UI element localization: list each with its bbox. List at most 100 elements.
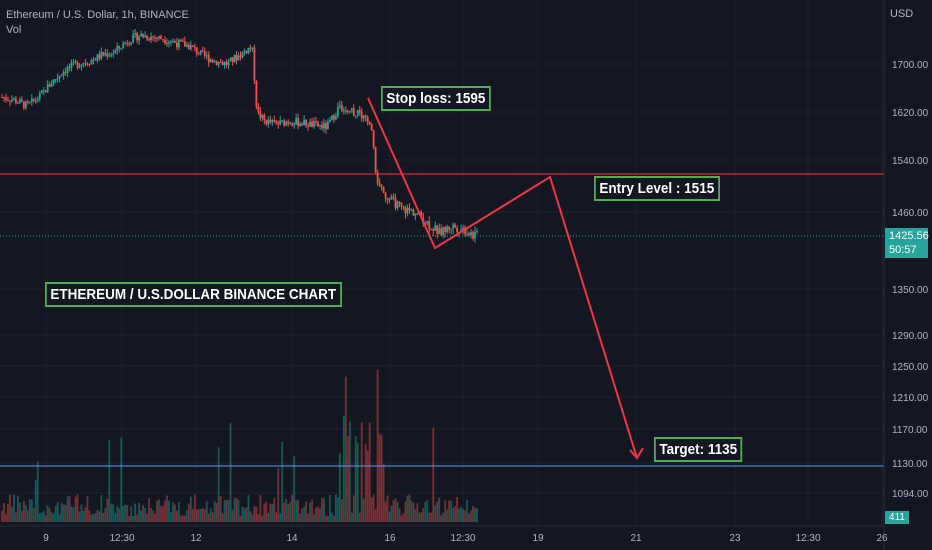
candle-body <box>293 124 296 126</box>
volume-bar <box>420 511 423 522</box>
candle-body <box>327 121 329 130</box>
volume-bar <box>344 376 347 522</box>
volume-bar <box>255 506 258 522</box>
candle-body <box>245 50 248 54</box>
candle-body <box>197 53 200 55</box>
candle-body <box>68 67 71 69</box>
candle-body <box>370 124 373 131</box>
volume-bar <box>195 509 198 522</box>
volume-bar <box>164 500 166 522</box>
candle-body <box>175 42 178 48</box>
volume-bar <box>219 495 222 522</box>
candle-body <box>7 99 9 101</box>
candle-body <box>60 75 63 77</box>
volume-bar <box>168 500 170 522</box>
candle-body <box>221 62 224 66</box>
candle-body <box>108 55 111 57</box>
candle-body <box>376 172 379 184</box>
candle-body <box>142 33 145 38</box>
volume-bar <box>444 500 447 522</box>
candle-body <box>454 224 457 228</box>
volume-bar <box>241 506 244 522</box>
candle-body <box>374 147 377 173</box>
volume-bar <box>138 502 141 522</box>
volume-bar <box>154 513 156 522</box>
volume-bar <box>271 504 274 522</box>
volume-bar <box>261 515 264 522</box>
time-tick-label: 14 <box>286 533 298 544</box>
volume-bar <box>430 512 433 522</box>
candle-body <box>440 228 443 236</box>
candle-body <box>378 183 381 186</box>
candle-body <box>263 114 266 121</box>
candle-body <box>94 59 97 61</box>
candle-body <box>217 61 220 66</box>
candle-body <box>177 39 180 48</box>
volume-bar <box>265 501 268 522</box>
time-tick-label: 23 <box>729 533 741 544</box>
price-tick-label: 1460.00 <box>892 208 929 219</box>
candle-body <box>408 207 411 211</box>
candle-body <box>323 122 325 129</box>
volume-bar <box>462 509 464 522</box>
volume-bar <box>458 508 461 522</box>
volume-bar <box>78 511 81 522</box>
candle-body <box>237 55 240 61</box>
candle-body <box>442 226 445 236</box>
volume-bar <box>215 503 218 522</box>
candle-body <box>360 112 363 119</box>
candle-body <box>189 45 192 50</box>
candle-body <box>70 62 73 68</box>
time-tick-label: 26 <box>876 533 888 544</box>
volume-bar <box>325 515 327 522</box>
candle-body <box>150 36 152 40</box>
volume-bar <box>225 499 228 522</box>
candle-body <box>136 33 139 41</box>
volume-bar <box>402 513 405 522</box>
candle-body <box>386 198 389 201</box>
candle-body <box>11 99 13 102</box>
price-tick-label: 1290.00 <box>892 331 929 342</box>
volume-bar <box>11 506 13 522</box>
candle-body <box>273 120 276 122</box>
candle-body <box>130 42 133 45</box>
candle-body <box>15 98 17 103</box>
candle-body <box>193 46 196 48</box>
volume-bar <box>273 497 276 522</box>
volume-bar <box>179 515 182 522</box>
candle-body <box>468 233 470 236</box>
candle-body <box>235 55 238 61</box>
volume-bar <box>142 505 145 522</box>
candle-body <box>394 197 397 209</box>
candle-body <box>52 79 55 85</box>
projection-path <box>367 97 638 459</box>
candle-body <box>124 42 127 44</box>
candle-body <box>342 110 345 112</box>
volume-bar <box>18 502 21 522</box>
candle-body <box>140 33 143 37</box>
candle-body <box>215 61 218 66</box>
volume-bar <box>120 437 123 522</box>
stop-loss-label: Stop loss: 1595 <box>381 86 491 111</box>
volume-bar <box>235 498 238 522</box>
candle-body <box>78 66 81 68</box>
volume-bar <box>181 515 184 522</box>
volume-bar <box>223 500 226 522</box>
volume-bar <box>231 509 234 522</box>
candle-body <box>183 41 186 47</box>
target-arrowhead <box>629 447 644 460</box>
candle-body <box>44 90 47 93</box>
volume-bar <box>100 495 103 522</box>
price-tick-label: 1170.00 <box>892 425 928 436</box>
candle-body <box>82 63 85 65</box>
candle-body <box>58 75 61 78</box>
volume-bar <box>203 509 206 522</box>
candle-body <box>400 202 403 207</box>
symbol-title: Ethereum / U.S. Dollar, 1h, BINANCE <box>6 9 189 21</box>
candle-body <box>76 62 79 68</box>
volume-bar <box>342 415 345 522</box>
candle-body <box>402 206 405 208</box>
candle-body <box>241 51 244 58</box>
candle-body <box>74 61 77 63</box>
